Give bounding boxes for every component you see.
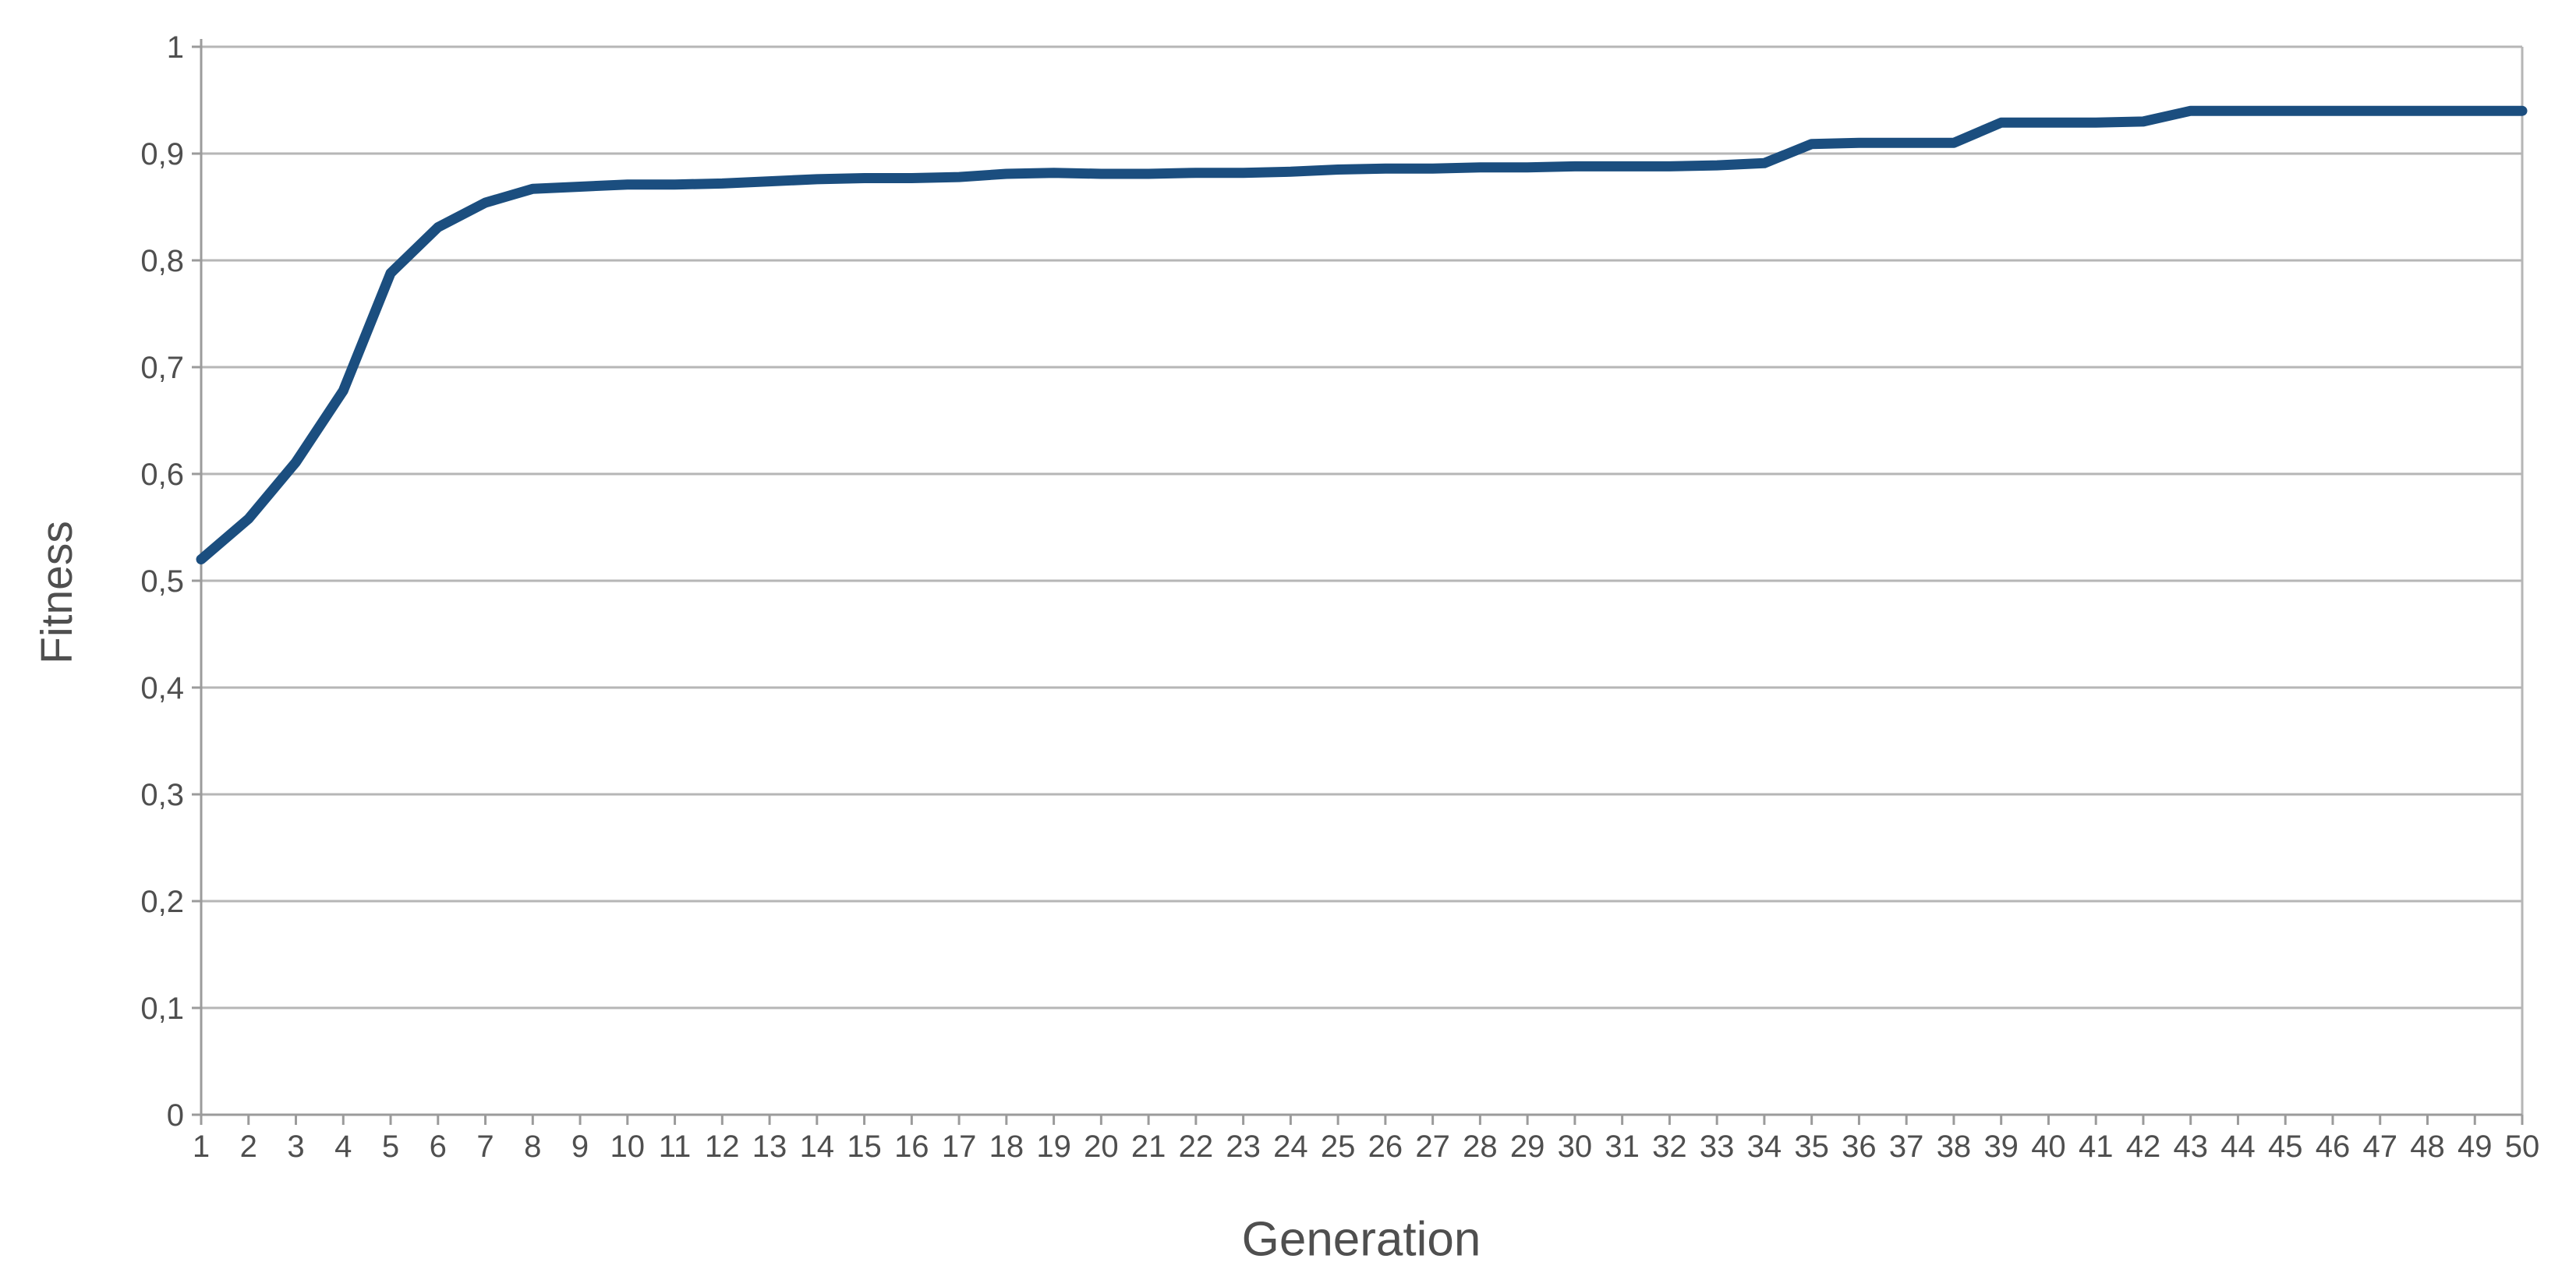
x-tick-label: 33 [1700, 1130, 1735, 1164]
x-tick-label: 10 [610, 1130, 646, 1164]
x-tick-label: 28 [1463, 1130, 1498, 1164]
x-tick-label: 11 [659, 1130, 692, 1164]
x-tick-label: 21 [1131, 1130, 1166, 1164]
x-tick-label: 7 [476, 1130, 494, 1164]
x-tick-label: 37 [1889, 1130, 1924, 1164]
x-tick-label: 32 [1652, 1130, 1687, 1164]
x-tick-label: 2 [240, 1130, 257, 1164]
y-tick-label: 1 [167, 30, 184, 65]
y-axis-title: Fitness [32, 521, 82, 664]
y-tick-label: 0 [167, 1098, 184, 1133]
y-tick-label: 0,2 [140, 885, 184, 919]
y-tick-label: 0,6 [140, 458, 184, 492]
y-tick-label: 0,3 [140, 778, 184, 812]
x-tick-label: 23 [1226, 1130, 1261, 1164]
x-tick-label: 30 [1558, 1130, 1593, 1164]
y-tick-label: 0,9 [140, 137, 184, 171]
x-tick-label: 12 [705, 1130, 740, 1164]
x-tick-label: 38 [1937, 1130, 1972, 1164]
x-tick-label: 24 [1273, 1130, 1308, 1164]
x-tick-label: 50 [2505, 1130, 2540, 1164]
y-tick-label: 0,4 [140, 671, 184, 705]
x-tick-label: 9 [571, 1130, 589, 1164]
x-tick-label: 39 [1983, 1130, 2019, 1164]
y-tick-label: 0,1 [140, 992, 184, 1026]
x-tick-label: 35 [1794, 1130, 1829, 1164]
x-tick-label: 26 [1368, 1130, 1403, 1164]
x-tick-label: 48 [2410, 1130, 2445, 1164]
x-tick-label: 36 [1842, 1130, 1877, 1164]
x-tick-label: 41 [2079, 1130, 2114, 1164]
x-tick-label: 43 [2173, 1130, 2208, 1164]
x-tick-label: 17 [942, 1130, 977, 1164]
x-tick-label: 6 [430, 1130, 447, 1164]
y-tick-label: 0,8 [140, 244, 184, 278]
x-tick-label: 3 [287, 1130, 304, 1164]
x-tick-label: 18 [989, 1130, 1024, 1164]
fitness-series-line [196, 105, 2528, 565]
x-tick-label: 20 [1084, 1130, 1119, 1164]
x-tick-label: 46 [2316, 1130, 2351, 1164]
y-tick-label: 0,7 [140, 351, 184, 385]
x-tick-label: 8 [524, 1130, 541, 1164]
x-tick-label: 29 [1510, 1130, 1545, 1164]
x-tick-label: 4 [334, 1130, 352, 1164]
x-tick-label: 27 [1415, 1130, 1450, 1164]
x-tick-label: 14 [800, 1130, 835, 1164]
x-tick-label: 47 [2362, 1130, 2397, 1164]
x-tick-label: 1 [193, 1130, 210, 1164]
x-tick-label: 42 [2126, 1130, 2161, 1164]
x-axis-title: Generation [1241, 1212, 1481, 1267]
x-tick-label: 34 [1747, 1130, 1782, 1164]
x-tick-label: 49 [2457, 1130, 2493, 1164]
x-tick-label: 15 [847, 1130, 882, 1164]
x-tick-label: 13 [752, 1130, 787, 1164]
x-tick-label: 25 [1321, 1130, 1356, 1164]
x-tick-label: 19 [1036, 1130, 1071, 1164]
x-tick-label: 16 [894, 1130, 929, 1164]
x-tick-label: 22 [1179, 1130, 1214, 1164]
x-tick-label: 45 [2268, 1130, 2303, 1164]
x-tick-label: 40 [2031, 1130, 2066, 1164]
x-tick-label: 31 [1605, 1130, 1640, 1164]
y-tick-label: 0,5 [140, 564, 184, 599]
x-tick-label: 5 [382, 1130, 399, 1164]
x-tick-label: 44 [2220, 1130, 2256, 1164]
